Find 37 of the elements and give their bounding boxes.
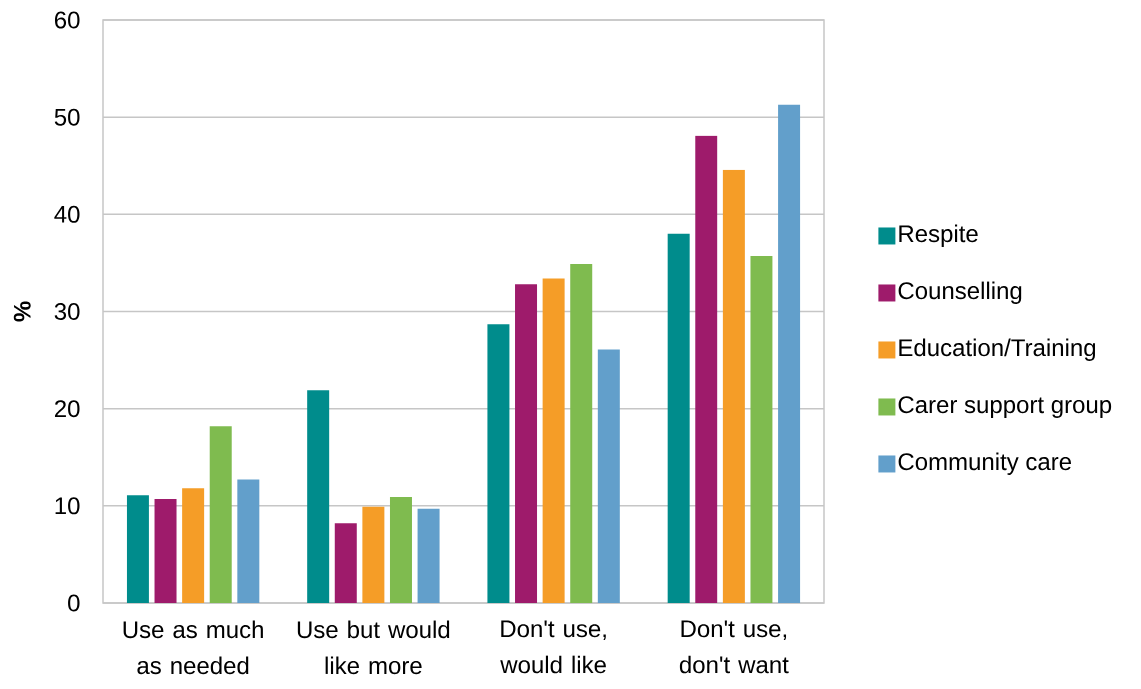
y-tick-label: 0 <box>68 594 80 612</box>
bar <box>515 284 538 603</box>
bar <box>417 508 440 603</box>
bar <box>597 349 620 603</box>
x-tick-label: Don't use, would like <box>500 620 606 674</box>
legend-label: Education/Training <box>899 338 1096 361</box>
bar <box>778 104 801 603</box>
x-tick-label: Use but would like more <box>297 620 450 675</box>
bar <box>154 499 177 603</box>
y-axis-title: % <box>13 301 31 322</box>
bar <box>542 278 565 603</box>
x-tick-label: Don't use, don't want <box>679 620 789 674</box>
bar <box>695 135 718 603</box>
y-tick-label: 20 <box>54 400 80 418</box>
legend-label: Respite <box>899 224 978 247</box>
bar <box>570 263 593 603</box>
bar <box>182 488 205 603</box>
y-tick-label: 30 <box>54 303 80 320</box>
bar <box>126 495 149 603</box>
bar <box>667 233 690 603</box>
y-tick-label: 60 <box>55 11 80 29</box>
bar <box>487 324 510 603</box>
legend-label: Community care <box>898 452 1071 475</box>
x-tick-label: Use as much as needed <box>123 620 263 675</box>
bar <box>722 169 745 603</box>
y-tick-label: 40 <box>54 205 80 223</box>
bar <box>362 506 385 603</box>
bar <box>389 497 412 603</box>
legend-label: Carer support group <box>898 396 1112 418</box>
bar <box>307 390 330 603</box>
bar <box>209 426 232 603</box>
y-tick-label: 10 <box>55 497 80 515</box>
legend-label: Counselling <box>898 281 1022 304</box>
bar <box>334 523 357 603</box>
bar <box>237 479 260 603</box>
y-tick-label: 50 <box>54 108 80 126</box>
bar <box>750 256 773 603</box>
